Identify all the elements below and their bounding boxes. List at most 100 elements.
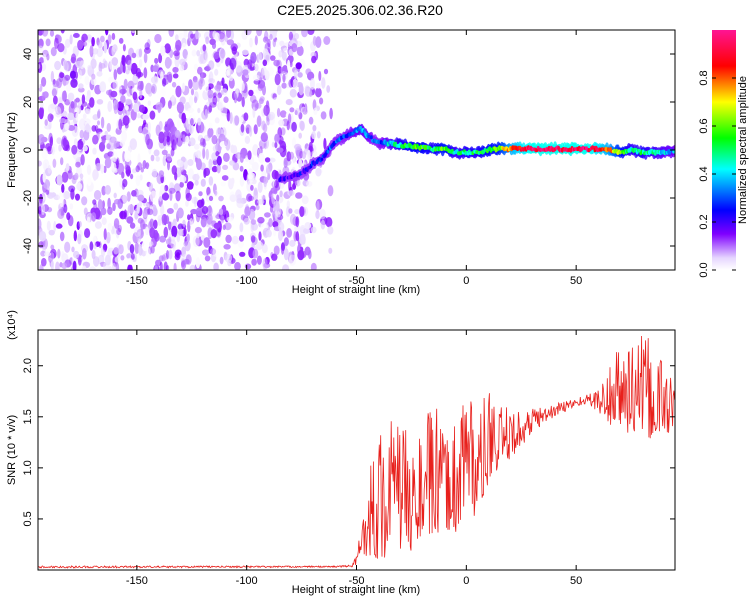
noise-speckle xyxy=(77,87,85,93)
noise-speckle xyxy=(52,158,57,168)
noise-speckle xyxy=(260,164,264,172)
noise-speckle xyxy=(63,203,68,214)
signal-cell xyxy=(652,149,656,153)
noise-speckle xyxy=(297,72,303,78)
noise-speckle xyxy=(89,241,94,251)
noise-speckle xyxy=(44,119,48,126)
colorbar-tick-label: 0.0 xyxy=(698,262,710,277)
noise-speckle xyxy=(328,247,333,254)
noise-speckle xyxy=(220,181,226,187)
noise-speckle xyxy=(187,159,194,166)
noise-speckle xyxy=(67,112,75,121)
noise-speckle xyxy=(197,117,202,126)
noise-speckle xyxy=(234,61,243,73)
noise-speckle xyxy=(288,254,297,266)
noise-speckle xyxy=(177,207,184,219)
noise-speckle xyxy=(82,113,87,120)
noise-speckle xyxy=(210,229,218,239)
noise-speckle xyxy=(316,200,320,213)
signal-cell xyxy=(359,125,362,130)
noise-speckle xyxy=(186,54,191,60)
noise-speckle xyxy=(255,88,262,94)
noise-speckle xyxy=(125,98,133,105)
noise-speckle xyxy=(214,190,218,196)
noise-speckle xyxy=(61,90,66,102)
noise-speckle xyxy=(146,208,154,216)
x-tick-label: -50 xyxy=(349,575,365,587)
noise-speckle xyxy=(257,181,263,193)
noise-speckle xyxy=(298,132,303,139)
noise-speckle xyxy=(188,137,196,146)
noise-speckle xyxy=(40,250,46,257)
noise-speckle xyxy=(78,256,82,266)
noise-speckle xyxy=(163,261,168,270)
noise-speckle xyxy=(218,208,224,216)
noise-speckle xyxy=(265,54,270,61)
noise-speckle xyxy=(145,133,150,146)
noise-speckle xyxy=(114,198,121,205)
noise-speckle xyxy=(181,112,186,124)
noise-speckle xyxy=(125,105,129,111)
colorbar-tick-label: 0.2 xyxy=(698,214,710,229)
noise-speckle xyxy=(81,196,88,206)
signal-cell xyxy=(320,157,324,161)
noise-speckle xyxy=(262,59,268,67)
x-tick-label: -50 xyxy=(349,275,365,287)
noise-speckle xyxy=(42,171,46,183)
noise-speckle xyxy=(41,91,45,101)
noise-speckle xyxy=(189,217,194,227)
noise-speckle xyxy=(282,264,290,270)
noise-speckle xyxy=(278,221,285,232)
noise-speckle xyxy=(271,192,276,205)
noise-speckle xyxy=(57,208,65,220)
noise-speckle xyxy=(301,30,308,38)
noise-speckle xyxy=(127,204,135,214)
noise-speckle xyxy=(104,157,112,169)
noise-speckle xyxy=(91,249,96,260)
colorbar-gradient xyxy=(712,30,736,270)
noise-speckle xyxy=(194,226,202,234)
noise-speckle xyxy=(106,122,112,132)
noise-speckle xyxy=(269,61,273,68)
noise-speckle xyxy=(272,97,280,103)
noise-speckle xyxy=(211,135,218,145)
noise-speckle xyxy=(129,138,137,151)
noise-speckle xyxy=(187,107,195,114)
noise-speckle xyxy=(130,173,134,180)
noise-speckle xyxy=(295,216,300,228)
noise-speckle xyxy=(132,75,139,84)
noise-speckle xyxy=(158,190,163,202)
noise-speckle xyxy=(89,45,94,58)
noise-speckle xyxy=(108,139,115,145)
noise-speckle xyxy=(163,130,169,138)
noise-speckle xyxy=(77,233,82,245)
colorbar-tick-label: 0.8 xyxy=(698,70,710,85)
noise-speckle xyxy=(164,56,172,69)
noise-speckle xyxy=(134,242,140,255)
noise-speckle xyxy=(99,81,107,93)
noise-speckle xyxy=(144,47,151,54)
noise-speckle xyxy=(60,157,64,166)
noise-speckle xyxy=(175,34,179,42)
noise-speckle xyxy=(185,254,192,265)
noise-speckle xyxy=(108,76,115,84)
noise-speckle xyxy=(313,107,318,116)
noise-speckle xyxy=(274,73,281,86)
noise-speckle xyxy=(40,102,44,108)
noise-speckle xyxy=(45,189,50,195)
noise-speckle xyxy=(91,212,97,222)
noise-speckle xyxy=(239,153,244,163)
noise-speckle xyxy=(182,82,185,93)
noise-speckle xyxy=(289,239,296,247)
noise-speckle xyxy=(166,250,170,260)
noise-speckle xyxy=(161,78,167,87)
noise-speckle xyxy=(315,87,322,98)
noise-speckle xyxy=(136,231,142,243)
noise-speckle xyxy=(105,254,111,266)
noise-speckle xyxy=(271,253,278,261)
noise-speckle xyxy=(154,33,162,44)
noise-speckle xyxy=(184,240,191,252)
noise-speckle xyxy=(308,116,314,125)
noise-speckle xyxy=(219,256,224,265)
noise-speckle xyxy=(287,59,291,72)
